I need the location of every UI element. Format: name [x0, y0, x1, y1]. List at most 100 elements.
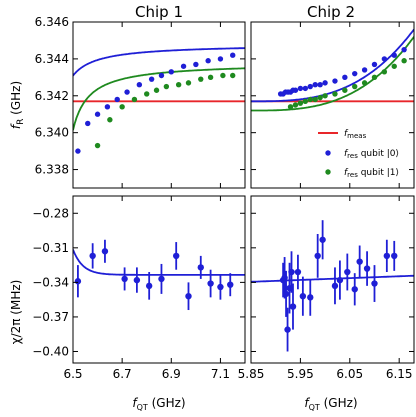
data-point — [133, 276, 141, 284]
data-point — [74, 278, 82, 285]
fit-curve-1 — [73, 67, 245, 131]
data-point — [198, 76, 204, 82]
data-point — [299, 293, 307, 300]
y-tick-label: −0.34 — [32, 275, 69, 289]
data-point — [85, 120, 91, 127]
data-point — [297, 85, 304, 92]
data-point — [75, 148, 81, 154]
panel-chip1-fr: 6.338 6.340 6.342 6.344 6.346 — [35, 15, 246, 189]
panel-chip1-chi: −0.28 −0.31 −0.34 −0.37 −0.40 6.5 6.7 6.9 7.1 — [32, 195, 246, 381]
legend-label-qubit1: fres qubit |1⟩ — [344, 168, 399, 179]
data-point — [322, 80, 328, 86]
data-point — [361, 67, 368, 73]
data-point — [312, 82, 318, 88]
data-point — [332, 78, 338, 84]
plot-area — [73, 47, 245, 154]
data-point — [153, 87, 160, 93]
data-point — [121, 275, 128, 283]
fit-curve-0 — [251, 274, 414, 283]
data-point — [312, 96, 318, 103]
data-point — [356, 258, 363, 265]
x-tick-label: 5.85 — [238, 367, 265, 381]
y-tick-label: −0.37 — [32, 310, 69, 324]
data-point — [351, 286, 358, 293]
data-point — [319, 236, 326, 243]
x-tick-label: 7.1 — [211, 367, 230, 381]
data-point — [193, 61, 199, 68]
data-point — [336, 276, 344, 284]
data-point — [371, 61, 378, 68]
x-tick-label: 6.9 — [162, 367, 181, 381]
data-point — [352, 70, 358, 77]
data-point — [302, 85, 309, 92]
data-point — [289, 303, 297, 310]
y-tick-label: 6.338 — [35, 163, 69, 177]
data-point — [148, 76, 155, 82]
data-point — [322, 93, 328, 99]
legend-dot-qubit0 — [325, 150, 331, 156]
data-point — [391, 252, 398, 260]
data-point — [114, 96, 120, 103]
data-point — [173, 252, 180, 260]
axes-frame — [72, 21, 246, 189]
title-chip-2: Chip 2 — [307, 3, 355, 21]
data-point — [107, 117, 113, 123]
x-tick-label: 6.05 — [336, 367, 363, 381]
data-point — [307, 83, 313, 90]
data-point — [144, 91, 150, 97]
data-point — [220, 72, 226, 79]
data-point — [361, 80, 368, 86]
y-tick-label: −0.31 — [32, 241, 69, 255]
y-tick-label: 6.342 — [35, 89, 69, 103]
data-point — [294, 268, 302, 276]
panel-chip2-chi: 5.85 5.95 6.05 6.15 — [238, 195, 415, 381]
legend-dot-qubit1 — [325, 169, 331, 175]
data-point — [342, 74, 348, 81]
plot-area — [251, 28, 414, 112]
data-point — [101, 248, 109, 255]
y-axis-label-chi: χ/2π (MHz) — [9, 280, 23, 345]
data-point — [331, 282, 339, 290]
data-point — [94, 111, 101, 117]
data-point — [131, 96, 138, 103]
data-point — [401, 58, 407, 64]
data-point — [197, 264, 204, 271]
data-point — [391, 52, 397, 58]
data-point — [363, 265, 371, 272]
data-point — [332, 91, 338, 97]
y-tick-label: 6.340 — [35, 126, 69, 140]
data-point — [282, 290, 290, 298]
x-axis-label-right: fQT (GHz) — [304, 396, 357, 412]
data-point — [230, 52, 236, 58]
data-point — [185, 80, 192, 86]
data-point — [302, 98, 309, 105]
axes-frame — [250, 195, 415, 364]
x-tick-label: 6.15 — [386, 367, 413, 381]
data-point — [227, 281, 234, 288]
y-tick-label: −0.40 — [32, 344, 69, 358]
y-tick-label: 6.346 — [35, 15, 69, 29]
x-tick-label: 6.5 — [63, 367, 82, 381]
data-point — [124, 89, 130, 95]
axes-frame — [72, 195, 246, 364]
data-point — [207, 280, 214, 287]
data-point — [163, 83, 170, 90]
fit-curve-0 — [73, 47, 245, 77]
data-point — [292, 87, 299, 93]
data-point — [371, 280, 378, 287]
data-point — [168, 69, 174, 75]
title-chip-1: Chip 1 — [135, 3, 183, 21]
data-point — [89, 252, 96, 260]
data-point — [381, 56, 388, 62]
data-point — [205, 58, 211, 64]
legend: fmeas fres qubit |0⟩ fres qubit |1⟩ — [318, 129, 399, 179]
x-tick-label: 6.7 — [113, 367, 132, 381]
panel-chip2-fr — [250, 21, 415, 189]
data-point — [207, 74, 214, 81]
data-point — [381, 69, 388, 75]
data-point — [217, 56, 224, 62]
data-point — [307, 294, 314, 301]
data-point — [136, 82, 143, 88]
data-point — [314, 252, 321, 260]
